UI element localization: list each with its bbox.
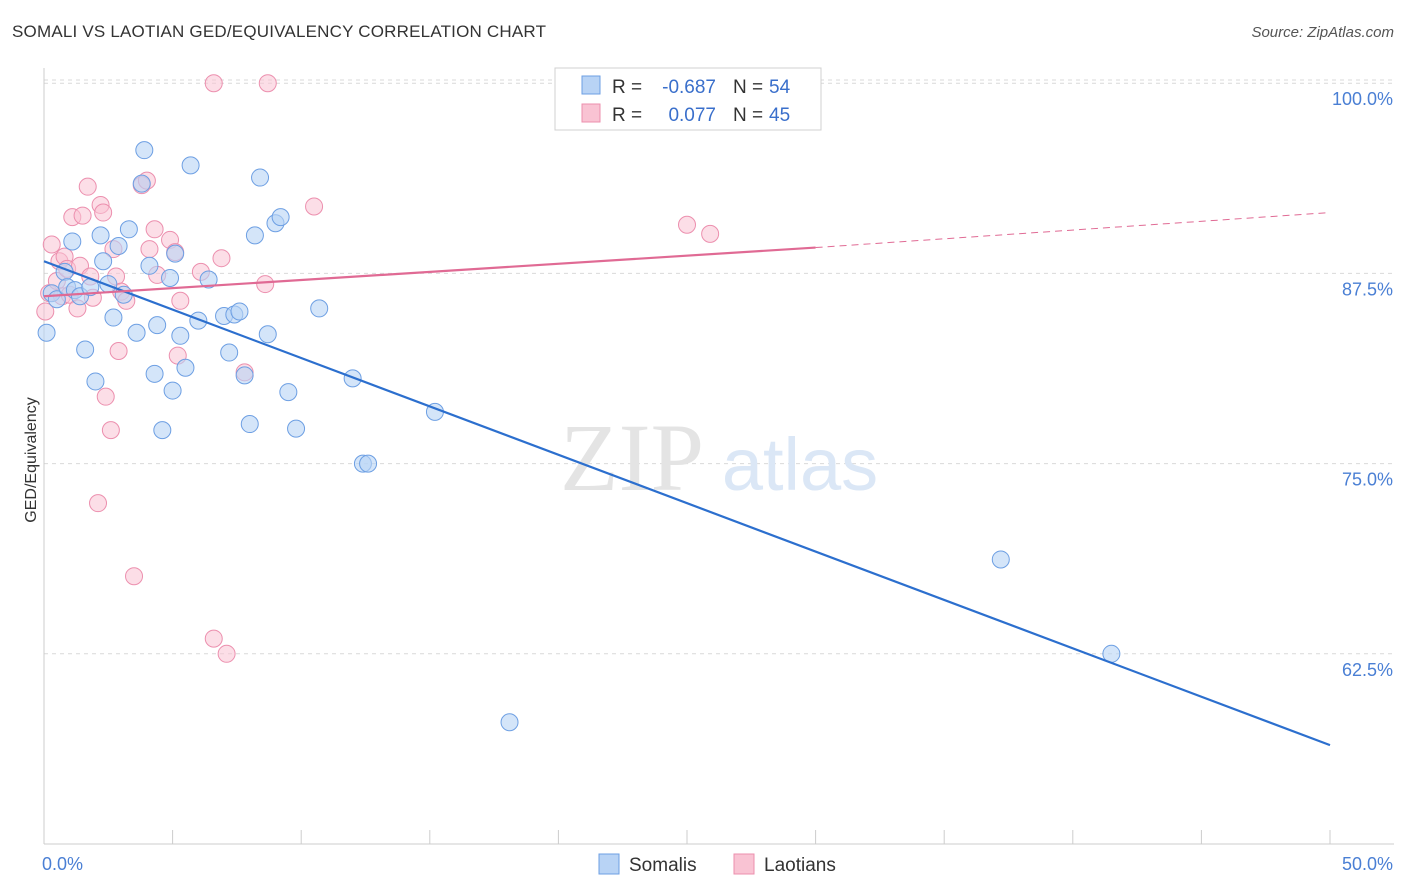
bottom-legend-swatch-laotians (733, 853, 755, 875)
somali-point (166, 244, 185, 263)
somali-point (235, 366, 254, 385)
laotian-point (258, 74, 277, 93)
laotian-point (125, 567, 144, 586)
somali-point (171, 326, 190, 345)
somali-point (176, 358, 195, 377)
legend-swatch-laotians (581, 103, 601, 123)
y-tick-label: 75.0% (1342, 470, 1393, 490)
somali-point (148, 316, 167, 335)
somali-point (127, 323, 146, 342)
laotian-point (140, 240, 159, 259)
laotian-point (212, 249, 231, 268)
trend-lines (43, 212, 1331, 747)
somali-point (86, 372, 105, 391)
somali-point (181, 156, 200, 175)
laotian-point (171, 291, 190, 310)
somali-point (258, 325, 277, 344)
laotian-point (73, 206, 92, 225)
laotian-point (101, 421, 120, 440)
laotian-point (678, 215, 696, 234)
somali-point (140, 256, 159, 275)
x-tick-label: 50.0% (1342, 854, 1393, 874)
watermark-atlas: atlas (722, 423, 878, 506)
laotian-point (109, 342, 128, 361)
series-legend: Somalis Laotians (598, 853, 836, 876)
somali-point (91, 226, 110, 245)
somali-point (132, 174, 151, 193)
y-tick-label: 100.0% (1332, 89, 1393, 109)
somali-point (163, 381, 182, 400)
legend-r-value-laotians: 0.077 (668, 105, 716, 126)
watermark-zip: ZIP (560, 404, 704, 511)
laotian-point (204, 74, 223, 93)
legend-swatch-somalis (581, 75, 601, 95)
legend-n-value-laotians: 45 (769, 105, 790, 126)
somali-point (271, 208, 290, 227)
x-tick-label: 0.0% (42, 854, 83, 874)
somali-point (94, 252, 113, 271)
somali-point (359, 454, 378, 473)
laotian-points (36, 74, 720, 663)
bottom-legend-label-somalis: Somalis (629, 855, 697, 876)
laotian-point (36, 302, 55, 321)
somali-point (279, 383, 298, 402)
laotian-point (42, 235, 61, 254)
somali-point (104, 308, 123, 327)
laotian-point (305, 197, 324, 216)
legend-r-value-somalis: -0.687 (662, 77, 716, 98)
somali-point (76, 340, 95, 359)
y-tick-label: 62.5% (1342, 660, 1393, 680)
somali-point (189, 311, 208, 330)
somali-point (199, 270, 218, 289)
somali-point (991, 550, 1010, 569)
somali-point (63, 232, 82, 251)
bottom-legend-swatch-somalis (598, 853, 620, 875)
somali-point (220, 343, 239, 362)
chart-title: SOMALI VS LAOTIAN GED/EQUIVALENCY CORREL… (12, 22, 547, 41)
source-credit: Source: ZipAtlas.com (1251, 24, 1394, 41)
laotian-point (78, 177, 97, 196)
somali-point (145, 364, 164, 383)
y-tick-label: 87.5% (1342, 279, 1393, 299)
somali-point (153, 421, 172, 440)
somali-point (287, 419, 306, 438)
laotian-point (145, 220, 164, 239)
somali-point (251, 168, 270, 187)
somali-point (500, 713, 519, 732)
x-tick-labels: 0.0% 50.0% (42, 854, 1393, 874)
correlation-legend: R = -0.687 N = 54 R = 0.077 N = 45 (554, 67, 822, 131)
somali-point (37, 323, 56, 342)
laotian-point (204, 629, 223, 648)
laotian-point (217, 644, 236, 663)
legend-n-value-somalis: 54 (769, 77, 791, 98)
laotian-trend-extension (815, 212, 1331, 249)
bottom-legend-label-laotians: Laotians (764, 855, 836, 876)
laotian-point (96, 387, 115, 406)
y-axis-label: GED/Equivalency (23, 397, 40, 522)
legend-r-label-laotians: R = (612, 105, 642, 126)
somali-point (161, 268, 180, 287)
somali-point (109, 237, 128, 256)
somali-point (245, 226, 264, 245)
somali-points (37, 141, 1121, 732)
laotian-point (89, 494, 108, 513)
somali-point (119, 220, 138, 239)
x-axis-ticks (43, 830, 1331, 844)
laotian-point (256, 275, 275, 294)
legend-n-label-somalis: N = (733, 77, 763, 98)
somali-point (230, 302, 249, 321)
somali-point (135, 141, 154, 160)
somali-point (240, 415, 259, 434)
y-tick-labels: 100.0% 87.5% 75.0% 62.5% (1332, 89, 1393, 680)
laotian-point (701, 224, 720, 243)
legend-r-label-somalis: R = (612, 77, 642, 98)
somali-trend-line (43, 260, 1331, 747)
somali-point (310, 299, 329, 318)
legend-n-label-laotians: N = (733, 105, 763, 126)
laotian-point (94, 203, 113, 222)
laotian-trend-line (43, 246, 816, 298)
